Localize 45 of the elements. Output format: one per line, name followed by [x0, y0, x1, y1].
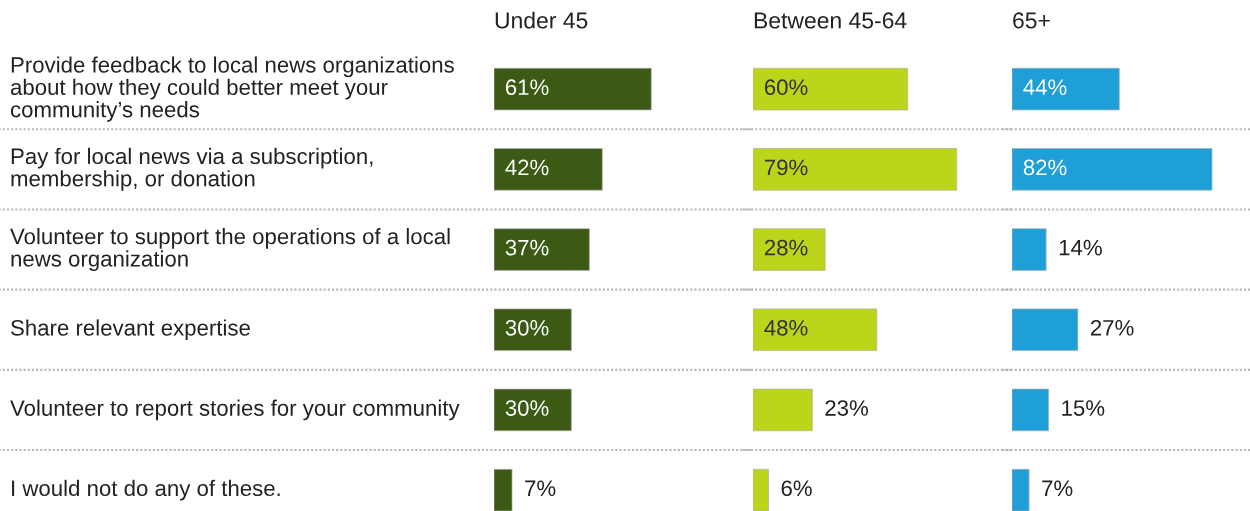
bar: [753, 148, 958, 191]
bar: [753, 67, 909, 111]
bar: [494, 67, 652, 111]
bar: [494, 468, 513, 511]
bar: [494, 388, 572, 432]
data-label: 37%: [505, 239, 549, 256]
data-label: 7%: [1042, 480, 1073, 497]
data-label: 30%: [505, 319, 549, 336]
y-tick-label: Share relevant expertise: [11, 319, 250, 341]
data-label: 44%: [1023, 79, 1067, 95]
y-tick-label: Pay for local news via a subscription, membership, or donation: [11, 147, 373, 191]
bar: [753, 468, 769, 511]
data-label: 30%: [505, 400, 549, 416]
bar: [1012, 468, 1030, 511]
bar: [753, 308, 878, 351]
bar: [494, 308, 572, 351]
data-label: 82%: [1023, 159, 1067, 176]
bar: [494, 228, 590, 271]
y-tick-label: I would not do any of these.: [12, 479, 280, 501]
chart-title: 65+: [1013, 12, 1050, 29]
data-label: 60%: [764, 79, 808, 96]
y-tick-label: Volunteer to support the operations of a local news organization: [10, 228, 450, 272]
data-label: 79%: [764, 159, 808, 176]
data-label: 48%: [764, 319, 808, 336]
bar: [494, 148, 603, 191]
chart-title: Under 45: [495, 11, 588, 29]
data-label: 7%: [525, 480, 556, 497]
bar: [1012, 228, 1047, 271]
data-label: 27%: [1090, 319, 1134, 336]
data-label: 23%: [825, 400, 868, 416]
bar: [1012, 67, 1120, 111]
bar: [1012, 148, 1213, 191]
y-tick-label: Provide feedback to local news organizations about how they could better meet your community’s needs: [10, 56, 454, 122]
data-label: 42%: [505, 159, 549, 176]
data-label: 61%: [505, 79, 549, 96]
chart-title: Between 45-64: [754, 12, 907, 29]
bar: [1012, 308, 1079, 351]
bar: [753, 228, 826, 271]
data-label: 15%: [1062, 400, 1105, 416]
y-tick-label: Volunteer to report stories for your community: [10, 399, 460, 421]
data-label: 6%: [781, 480, 812, 497]
data-label: 14%: [1059, 239, 1102, 256]
bar: [753, 388, 813, 432]
data-label: 28%: [764, 239, 808, 256]
bar: [1012, 388, 1049, 432]
